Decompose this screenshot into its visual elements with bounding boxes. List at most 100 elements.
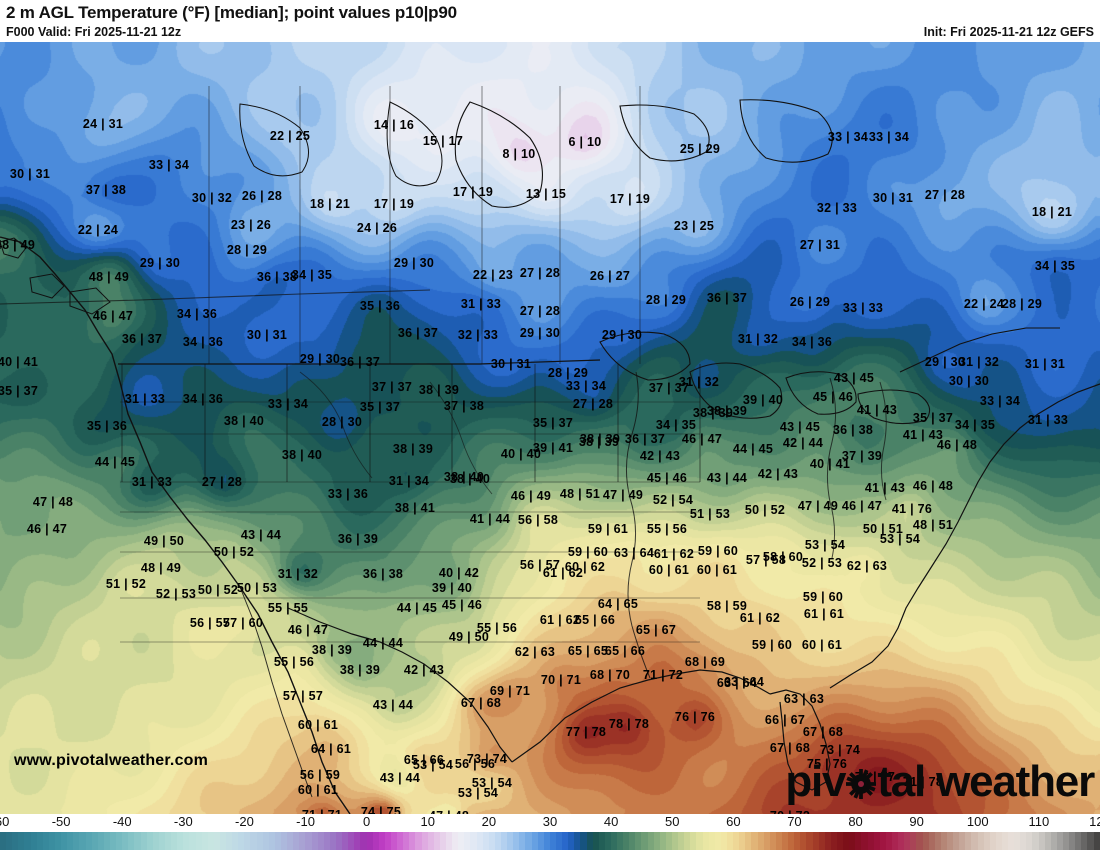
point-value-label: 61 | 62 xyxy=(539,613,581,627)
border-path xyxy=(299,371,373,479)
point-value-label: 35 | 37 xyxy=(0,384,39,398)
watermark-brand-part-a: piv xyxy=(785,757,846,806)
border-path xyxy=(826,377,837,559)
colorbar-swatch xyxy=(879,832,886,850)
colorbar-tick: -50 xyxy=(51,814,71,829)
colorbar-swatch xyxy=(1050,832,1057,850)
point-value-label: 38 | 40 xyxy=(281,448,323,462)
colorbar-swatch xyxy=(928,832,935,850)
colorbar-swatch xyxy=(171,832,178,850)
colorbar[interactable]: -60 -50 -40 -30 -20 -10 0 10 20 30 40 50 60 70 80 90 100… xyxy=(0,814,1100,850)
colorbar-swatch xyxy=(42,832,49,850)
colorbar-swatch xyxy=(439,832,446,850)
point-value-label: 29 | 30 xyxy=(601,328,643,342)
colorbar-swatch xyxy=(665,832,673,850)
colorbar-swatch xyxy=(788,832,795,850)
point-value-label: 24 | 26 xyxy=(356,221,398,235)
point-value-label: 41 | 76 xyxy=(891,502,933,516)
map-canvas-area[interactable]: 24 | 31 22 | 25 14 | 16 15 | 17 8 | 10 6 | 10… xyxy=(0,42,1100,814)
colorbar-tick: 80 xyxy=(848,814,863,829)
point-value-label: 69 | 71 xyxy=(489,684,531,698)
colorbar-swatch xyxy=(238,832,245,850)
point-value-label: 61 | 62 xyxy=(653,547,695,561)
point-value-label: 29 | 30 xyxy=(519,326,561,340)
point-value-label: 65 | 66 xyxy=(574,613,616,627)
colorbar-swatch xyxy=(1038,832,1045,850)
point-value-label: 25 | 29 xyxy=(679,142,721,156)
point-value-label: 47 | 49 xyxy=(602,488,644,502)
point-value-label: 34 | 36 xyxy=(182,392,224,406)
point-value-label: 33 | 34 xyxy=(827,130,869,144)
colorbar-gradient-strip[interactable] xyxy=(0,832,1100,850)
init-time-label: Init: Fri 2025-11-21 12z GEFS xyxy=(923,25,1094,39)
point-value-label: 27 | 28 xyxy=(201,475,243,489)
colorbar-swatch xyxy=(354,832,361,850)
point-value-label: 31 | 32 xyxy=(958,355,1000,369)
colorbar-swatch xyxy=(873,832,880,850)
colorbar-swatch xyxy=(623,832,630,850)
colorbar-swatch xyxy=(403,832,410,850)
point-value-label: 62 | 63 xyxy=(846,559,888,573)
point-value-label: 59 | 61 xyxy=(587,522,629,536)
colorbar-swatch xyxy=(287,832,294,850)
point-value-label: 38 | 41 xyxy=(394,501,436,515)
point-value-label: 37 | 38 xyxy=(443,399,485,413)
page-title: 2 m AGL Temperature (°F) [median]; point… xyxy=(6,3,457,23)
temperature-field-raster xyxy=(0,42,1100,814)
point-value-label: 70 | 72 xyxy=(770,809,810,814)
point-value-label: 61 | 61 xyxy=(803,607,845,621)
colorbar-swatch xyxy=(0,832,7,850)
map-borders-overlay xyxy=(0,86,1100,814)
colorbar-swatch xyxy=(348,832,355,850)
point-value-label: 29 | 30 xyxy=(139,256,181,270)
colorbar-swatch xyxy=(836,832,844,850)
colorbar-swatch xyxy=(812,832,819,850)
colorbar-swatch xyxy=(830,832,837,850)
point-value-label: 28 | 29 xyxy=(1001,297,1043,311)
point-value-label: 28 | 30 xyxy=(321,415,363,429)
colorbar-swatch xyxy=(714,832,721,850)
point-value-label: 17 | 19 xyxy=(609,192,651,206)
point-value-label: 55 | 56 xyxy=(646,522,688,536)
colorbar-swatch xyxy=(1044,832,1051,850)
colorbar-swatch xyxy=(977,832,984,850)
colorbar-swatch xyxy=(1026,832,1033,850)
point-value-label: 35 | 37 xyxy=(359,400,401,414)
border-path xyxy=(857,389,931,425)
colorbar-swatch xyxy=(397,832,404,850)
colorbar-swatch xyxy=(519,832,526,850)
colorbar-swatch xyxy=(598,832,605,850)
point-value-label: 30 | 32 xyxy=(191,191,233,205)
point-value-label: 66 | 67 xyxy=(764,713,806,727)
point-value-label: 57 | 57 xyxy=(282,689,324,703)
border-path xyxy=(899,327,1060,373)
colorbar-swatch xyxy=(684,832,691,850)
border-path xyxy=(879,381,887,501)
point-value-label: 34 | 35 xyxy=(954,418,996,432)
colorbar-swatch xyxy=(745,832,752,850)
point-value-label: 53 | 54 xyxy=(879,532,921,546)
point-value-label: 38 | 39 xyxy=(339,663,381,677)
point-value-label: 38 | 39 xyxy=(311,643,353,657)
colorbar-swatch xyxy=(1069,832,1076,850)
colorbar-swatch xyxy=(6,832,13,850)
point-value-label: 65 | 65 xyxy=(567,644,609,658)
point-value-label: 36 | 37 xyxy=(397,326,439,340)
point-value-label: 59 | 60 xyxy=(697,544,739,558)
point-value-label: 31 | 32 xyxy=(678,375,720,389)
colorbar-swatch xyxy=(672,832,679,850)
point-value-label: 74 | 75 xyxy=(360,805,402,814)
point-value-label: 38 | 39 xyxy=(692,406,734,420)
colorbar-swatch xyxy=(48,832,55,850)
point-value-label: 34 | 35 xyxy=(291,268,333,282)
colorbar-swatch xyxy=(189,832,196,850)
colorbar-swatch xyxy=(1008,832,1015,850)
colorbar-swatch xyxy=(727,832,734,850)
point-value-label: 67 | 68 xyxy=(769,741,811,755)
colorbar-swatch xyxy=(702,832,709,850)
colorbar-swatch xyxy=(592,832,599,850)
point-value-label: 63 | 64 xyxy=(613,546,655,560)
point-value-label: 77 | 78 xyxy=(565,725,607,739)
point-value-label: 26 | 29 xyxy=(789,295,831,309)
